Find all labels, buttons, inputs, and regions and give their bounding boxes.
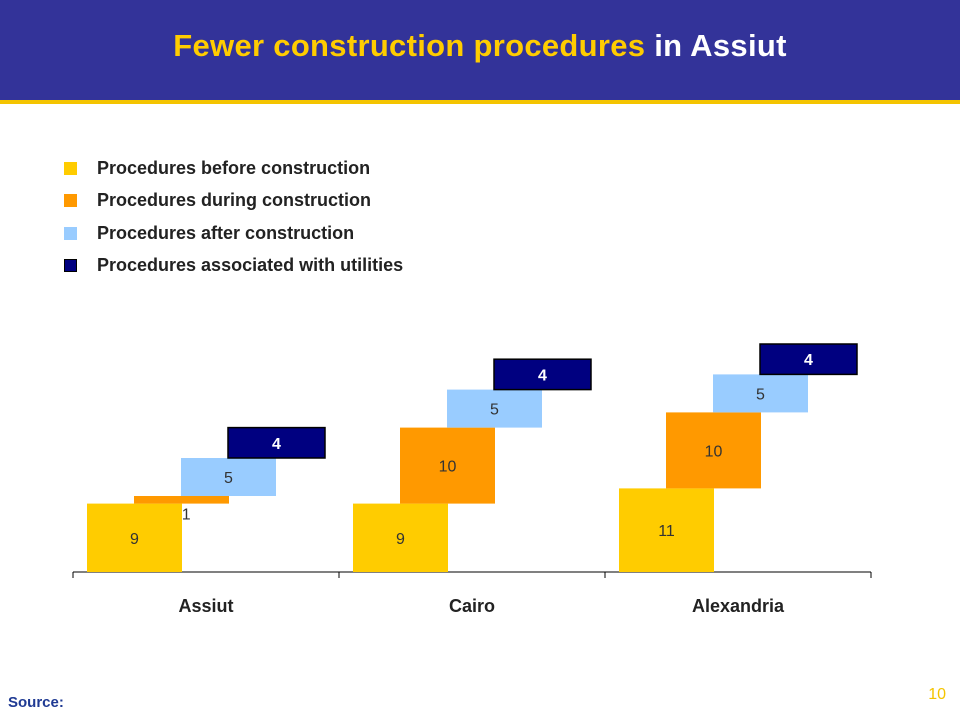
data-label-after-alexandria: 5 [756,386,765,403]
bar-before-assiut [87,503,182,572]
legend-item-after: Procedures after construction [64,217,403,250]
category-label-cairo: Cairo [449,596,495,616]
legend-swatch-before [64,161,77,175]
legend-swatch-after [64,226,77,240]
title-highlight: Fewer construction procedures [173,28,646,63]
source-label: Source: [8,694,64,711]
slide-title: Fewer construction procedures in Assiut [173,28,786,64]
legend-item-before: Procedures before construction [64,152,403,185]
data-label-utilities-alexandria: 4 [804,352,813,369]
bar-after-alexandria [713,374,808,413]
legend-item-utilities: Procedures associated with utilities [64,250,403,283]
data-label-before-assiut: 9 [130,531,139,548]
data-label-after-cairo: 5 [490,402,499,419]
data-label-before-alexandria: 11 [658,523,675,540]
legend-label-utilities: Procedures associated with utilities [97,255,404,276]
data-label-utilities-cairo: 4 [538,367,547,384]
data-label-during-cairo: 10 [439,459,457,476]
bar-before-alexandria [619,488,714,572]
data-label-during-alexandria: 10 [705,443,723,460]
category-label-alexandria: Alexandria [692,596,785,616]
bar-utilities-cairo [493,358,592,391]
data-label-utilities-assiut: 4 [272,436,281,453]
bar-before-cairo [353,503,448,572]
bar-utilities-assiut [227,426,326,459]
bar-during-alexandria [666,412,761,489]
legend-swatch-utilities [64,259,77,273]
data-label-after-assiut: 5 [224,470,233,487]
legend-label-before: Procedures before construction [97,157,371,178]
bar-after-cairo [447,389,542,428]
category-label-assiut: Assiut [178,596,233,616]
bar-after-assiut [181,458,276,496]
legend-item-during: Procedures during construction [64,185,403,218]
legend-label-after: Procedures after construction [97,222,355,243]
bar-during-cairo [400,427,495,504]
title-rest: in Assiut [645,28,787,63]
legend-label-during: Procedures during construction [97,190,372,211]
title-bar: Fewer construction procedures in Assiut [0,0,960,104]
data-label-before-cairo: 9 [396,531,405,548]
page-number: 10 [928,686,946,703]
data-label-during-assiut: 1 [182,507,191,524]
bar-utilities-alexandria [759,343,858,376]
legend-swatch-during [64,194,77,208]
chart-legend: Procedures before construction Procedure… [64,152,403,282]
bar-during-assiut [134,496,229,504]
